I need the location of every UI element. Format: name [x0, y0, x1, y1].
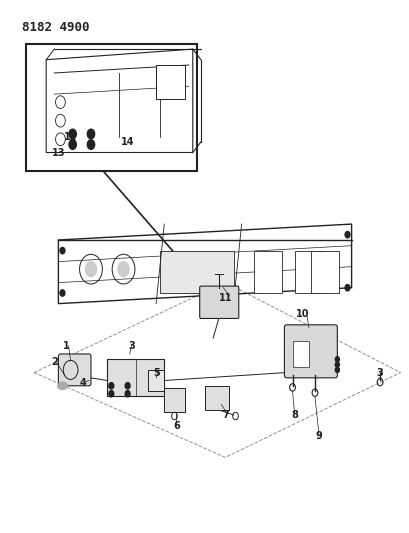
Circle shape: [109, 383, 114, 389]
Text: 8: 8: [290, 410, 297, 420]
Bar: [107, 359, 164, 397]
Circle shape: [335, 362, 339, 367]
Bar: [156, 65, 184, 100]
Bar: [253, 251, 282, 293]
Bar: [160, 251, 233, 293]
Circle shape: [125, 383, 130, 389]
Circle shape: [60, 290, 65, 296]
Text: 13: 13: [52, 148, 65, 158]
Circle shape: [335, 367, 339, 373]
Circle shape: [109, 391, 114, 397]
Circle shape: [344, 285, 349, 291]
Bar: [310, 251, 339, 293]
Bar: [292, 341, 308, 367]
Bar: [294, 251, 322, 293]
Text: 7: 7: [221, 410, 228, 420]
Circle shape: [87, 129, 94, 139]
Text: 3: 3: [376, 368, 382, 377]
Ellipse shape: [57, 382, 67, 390]
Bar: [204, 386, 229, 410]
Circle shape: [335, 357, 339, 362]
Circle shape: [117, 261, 130, 277]
Bar: [164, 389, 184, 413]
Text: 3: 3: [128, 341, 135, 351]
FancyBboxPatch shape: [284, 325, 337, 378]
Text: 10: 10: [295, 309, 309, 319]
Bar: [148, 370, 164, 391]
Circle shape: [69, 129, 76, 139]
Circle shape: [87, 140, 94, 149]
Circle shape: [344, 231, 349, 238]
FancyBboxPatch shape: [58, 354, 91, 386]
Text: 5: 5: [153, 368, 159, 377]
Circle shape: [60, 247, 65, 254]
Text: 1: 1: [63, 341, 70, 351]
Text: 14: 14: [121, 137, 134, 147]
Text: 12: 12: [64, 132, 77, 142]
Text: 2: 2: [51, 357, 58, 367]
Text: 11: 11: [218, 293, 231, 303]
Text: 6: 6: [173, 421, 180, 431]
Bar: [26, 44, 196, 171]
Circle shape: [69, 140, 76, 149]
Text: 4: 4: [79, 378, 86, 388]
Circle shape: [125, 391, 130, 397]
FancyBboxPatch shape: [199, 286, 238, 318]
Circle shape: [85, 261, 97, 277]
Text: 8182 4900: 8182 4900: [22, 21, 89, 34]
Text: 9: 9: [315, 431, 321, 441]
